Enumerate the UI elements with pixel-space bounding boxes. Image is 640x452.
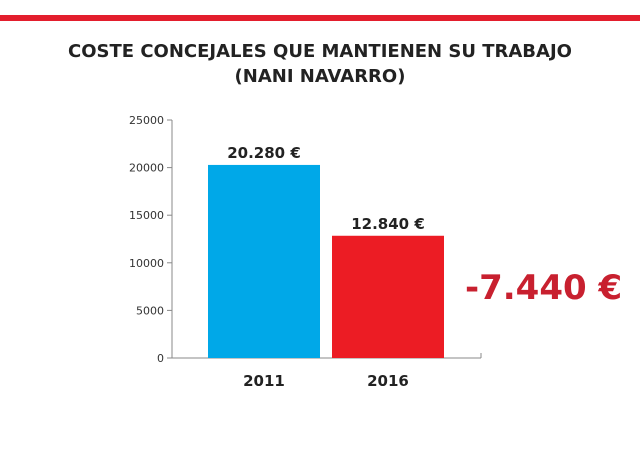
data-label: 12.840 € [351,215,425,233]
y-tick-label: 20000 [129,162,164,175]
x-tick-label: 2016 [367,372,409,390]
top-accent-bar [0,15,640,21]
y-tick-label: 25000 [129,114,164,127]
y-tick-label: 5000 [136,304,164,317]
chart-title: COSTE CONCEJALES QUE MANTIENEN SU TRABAJ… [68,41,572,62]
difference-annotation: -7.440 € [465,268,623,308]
y-tick-label: 0 [157,352,164,365]
bar-2016 [332,235,444,358]
y-tick-label: 15000 [129,209,164,222]
x-tick-label: 2011 [243,372,285,390]
data-label: 20.280 € [227,144,301,162]
chart-subtitle: (NANI NAVARRO) [234,66,406,87]
y-tick-label: 10000 [129,257,164,270]
bar-2011 [208,164,320,358]
